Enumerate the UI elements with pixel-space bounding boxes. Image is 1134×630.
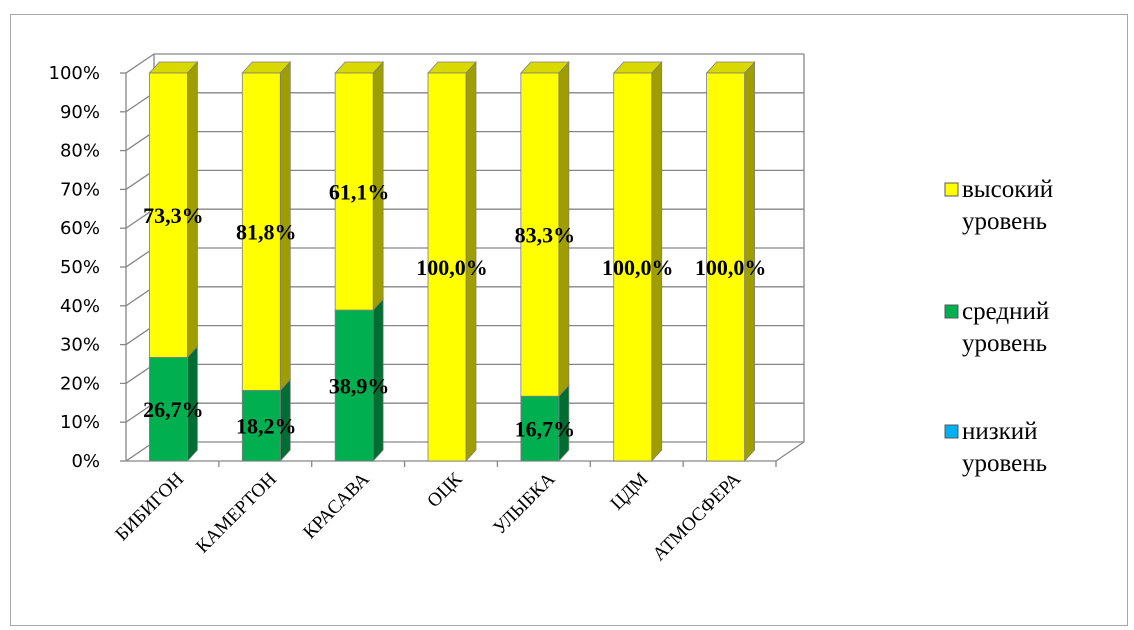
legend-swatch xyxy=(944,304,959,319)
data-label: 100,0% xyxy=(695,255,767,280)
data-label: 81,8% xyxy=(236,220,297,245)
legend-label: средний xyxy=(962,298,1049,325)
bar-segment xyxy=(241,72,281,391)
legend-label: низкий xyxy=(962,418,1038,445)
y-tick-label: 100% xyxy=(49,63,100,84)
data-label: 83,3% xyxy=(515,223,576,248)
bar-segment xyxy=(334,309,374,462)
bar-segment xyxy=(706,72,745,462)
legend-swatch xyxy=(944,182,959,197)
data-label: 100,0% xyxy=(416,255,488,280)
y-tick-label: 40% xyxy=(60,296,100,317)
legend-swatch xyxy=(944,424,959,439)
data-label: 100,0% xyxy=(602,255,674,280)
floor-edge xyxy=(775,441,805,462)
data-label: 61,1% xyxy=(329,180,390,205)
y-tick-label: 30% xyxy=(60,335,100,356)
y-tick-label: 90% xyxy=(60,102,100,123)
data-label: 18,2% xyxy=(236,414,297,439)
legend-label: уровень xyxy=(962,208,1047,235)
bar-segment xyxy=(613,72,653,462)
y-tick-label: 50% xyxy=(60,257,100,278)
data-label: 16,7% xyxy=(515,417,576,442)
legend-label: уровень xyxy=(962,330,1047,357)
x-tick-label: КАМЕРТОН xyxy=(192,468,281,557)
data-label: 73,3% xyxy=(143,203,204,228)
x-tick-label: ОЦК xyxy=(423,468,466,511)
y-tick-label: 0% xyxy=(71,451,100,472)
legend-label: высокий xyxy=(962,176,1053,203)
x-tick-label: БИБИГОН xyxy=(111,468,188,545)
x-tick-label: АТМОСФЕРА xyxy=(649,468,746,565)
y-tick-label: 10% xyxy=(60,412,100,433)
x-tick-label: УЛЫБКА xyxy=(489,468,559,538)
y-tick-label: 60% xyxy=(60,218,100,239)
legend-label: уровень xyxy=(962,450,1047,477)
bar-segment xyxy=(241,389,281,462)
x-tick-label: ЦДМ xyxy=(607,469,653,515)
y-tick-label: 80% xyxy=(60,141,100,162)
bar-segment xyxy=(520,72,560,397)
bar-segment xyxy=(520,395,560,462)
bar-segment xyxy=(427,72,467,462)
y-tick-label: 20% xyxy=(60,373,100,394)
bar-segment xyxy=(334,72,374,311)
gridline-side xyxy=(125,53,155,74)
data-label: 38,9% xyxy=(329,374,390,399)
y-tick-label: 70% xyxy=(60,179,100,200)
data-label: 26,7% xyxy=(143,397,204,422)
bar-segment xyxy=(149,72,188,358)
x-tick-label: КРАСАВА xyxy=(299,468,374,543)
